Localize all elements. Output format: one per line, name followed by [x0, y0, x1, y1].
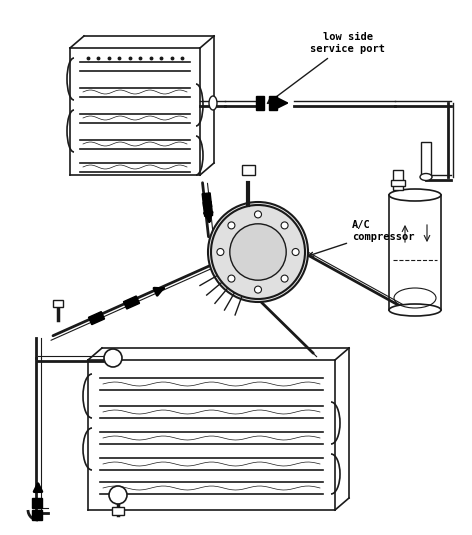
Text: A/C
compressor: A/C compressor — [309, 220, 414, 256]
Bar — [112, 507, 124, 515]
Circle shape — [228, 222, 235, 229]
Text: low side
service port: low side service port — [268, 32, 386, 103]
Polygon shape — [32, 510, 42, 520]
Polygon shape — [203, 202, 212, 216]
Circle shape — [281, 222, 288, 229]
Bar — [393, 170, 403, 190]
Bar — [53, 300, 63, 307]
Polygon shape — [256, 96, 264, 110]
Polygon shape — [269, 96, 277, 110]
Circle shape — [104, 349, 122, 367]
Polygon shape — [124, 296, 140, 309]
Bar — [421, 142, 431, 177]
Bar — [242, 165, 255, 175]
Polygon shape — [88, 311, 104, 325]
Ellipse shape — [389, 189, 441, 201]
Circle shape — [208, 202, 308, 302]
Circle shape — [254, 286, 261, 293]
Circle shape — [230, 224, 286, 280]
Ellipse shape — [389, 304, 441, 316]
Circle shape — [217, 248, 224, 256]
Polygon shape — [202, 193, 211, 208]
Circle shape — [211, 205, 305, 299]
Ellipse shape — [420, 173, 432, 180]
Bar — [391, 180, 405, 186]
Circle shape — [109, 486, 127, 504]
Circle shape — [228, 275, 235, 282]
Circle shape — [292, 248, 299, 256]
Polygon shape — [32, 498, 42, 508]
Circle shape — [281, 275, 288, 282]
Ellipse shape — [209, 96, 217, 110]
Circle shape — [254, 211, 261, 218]
